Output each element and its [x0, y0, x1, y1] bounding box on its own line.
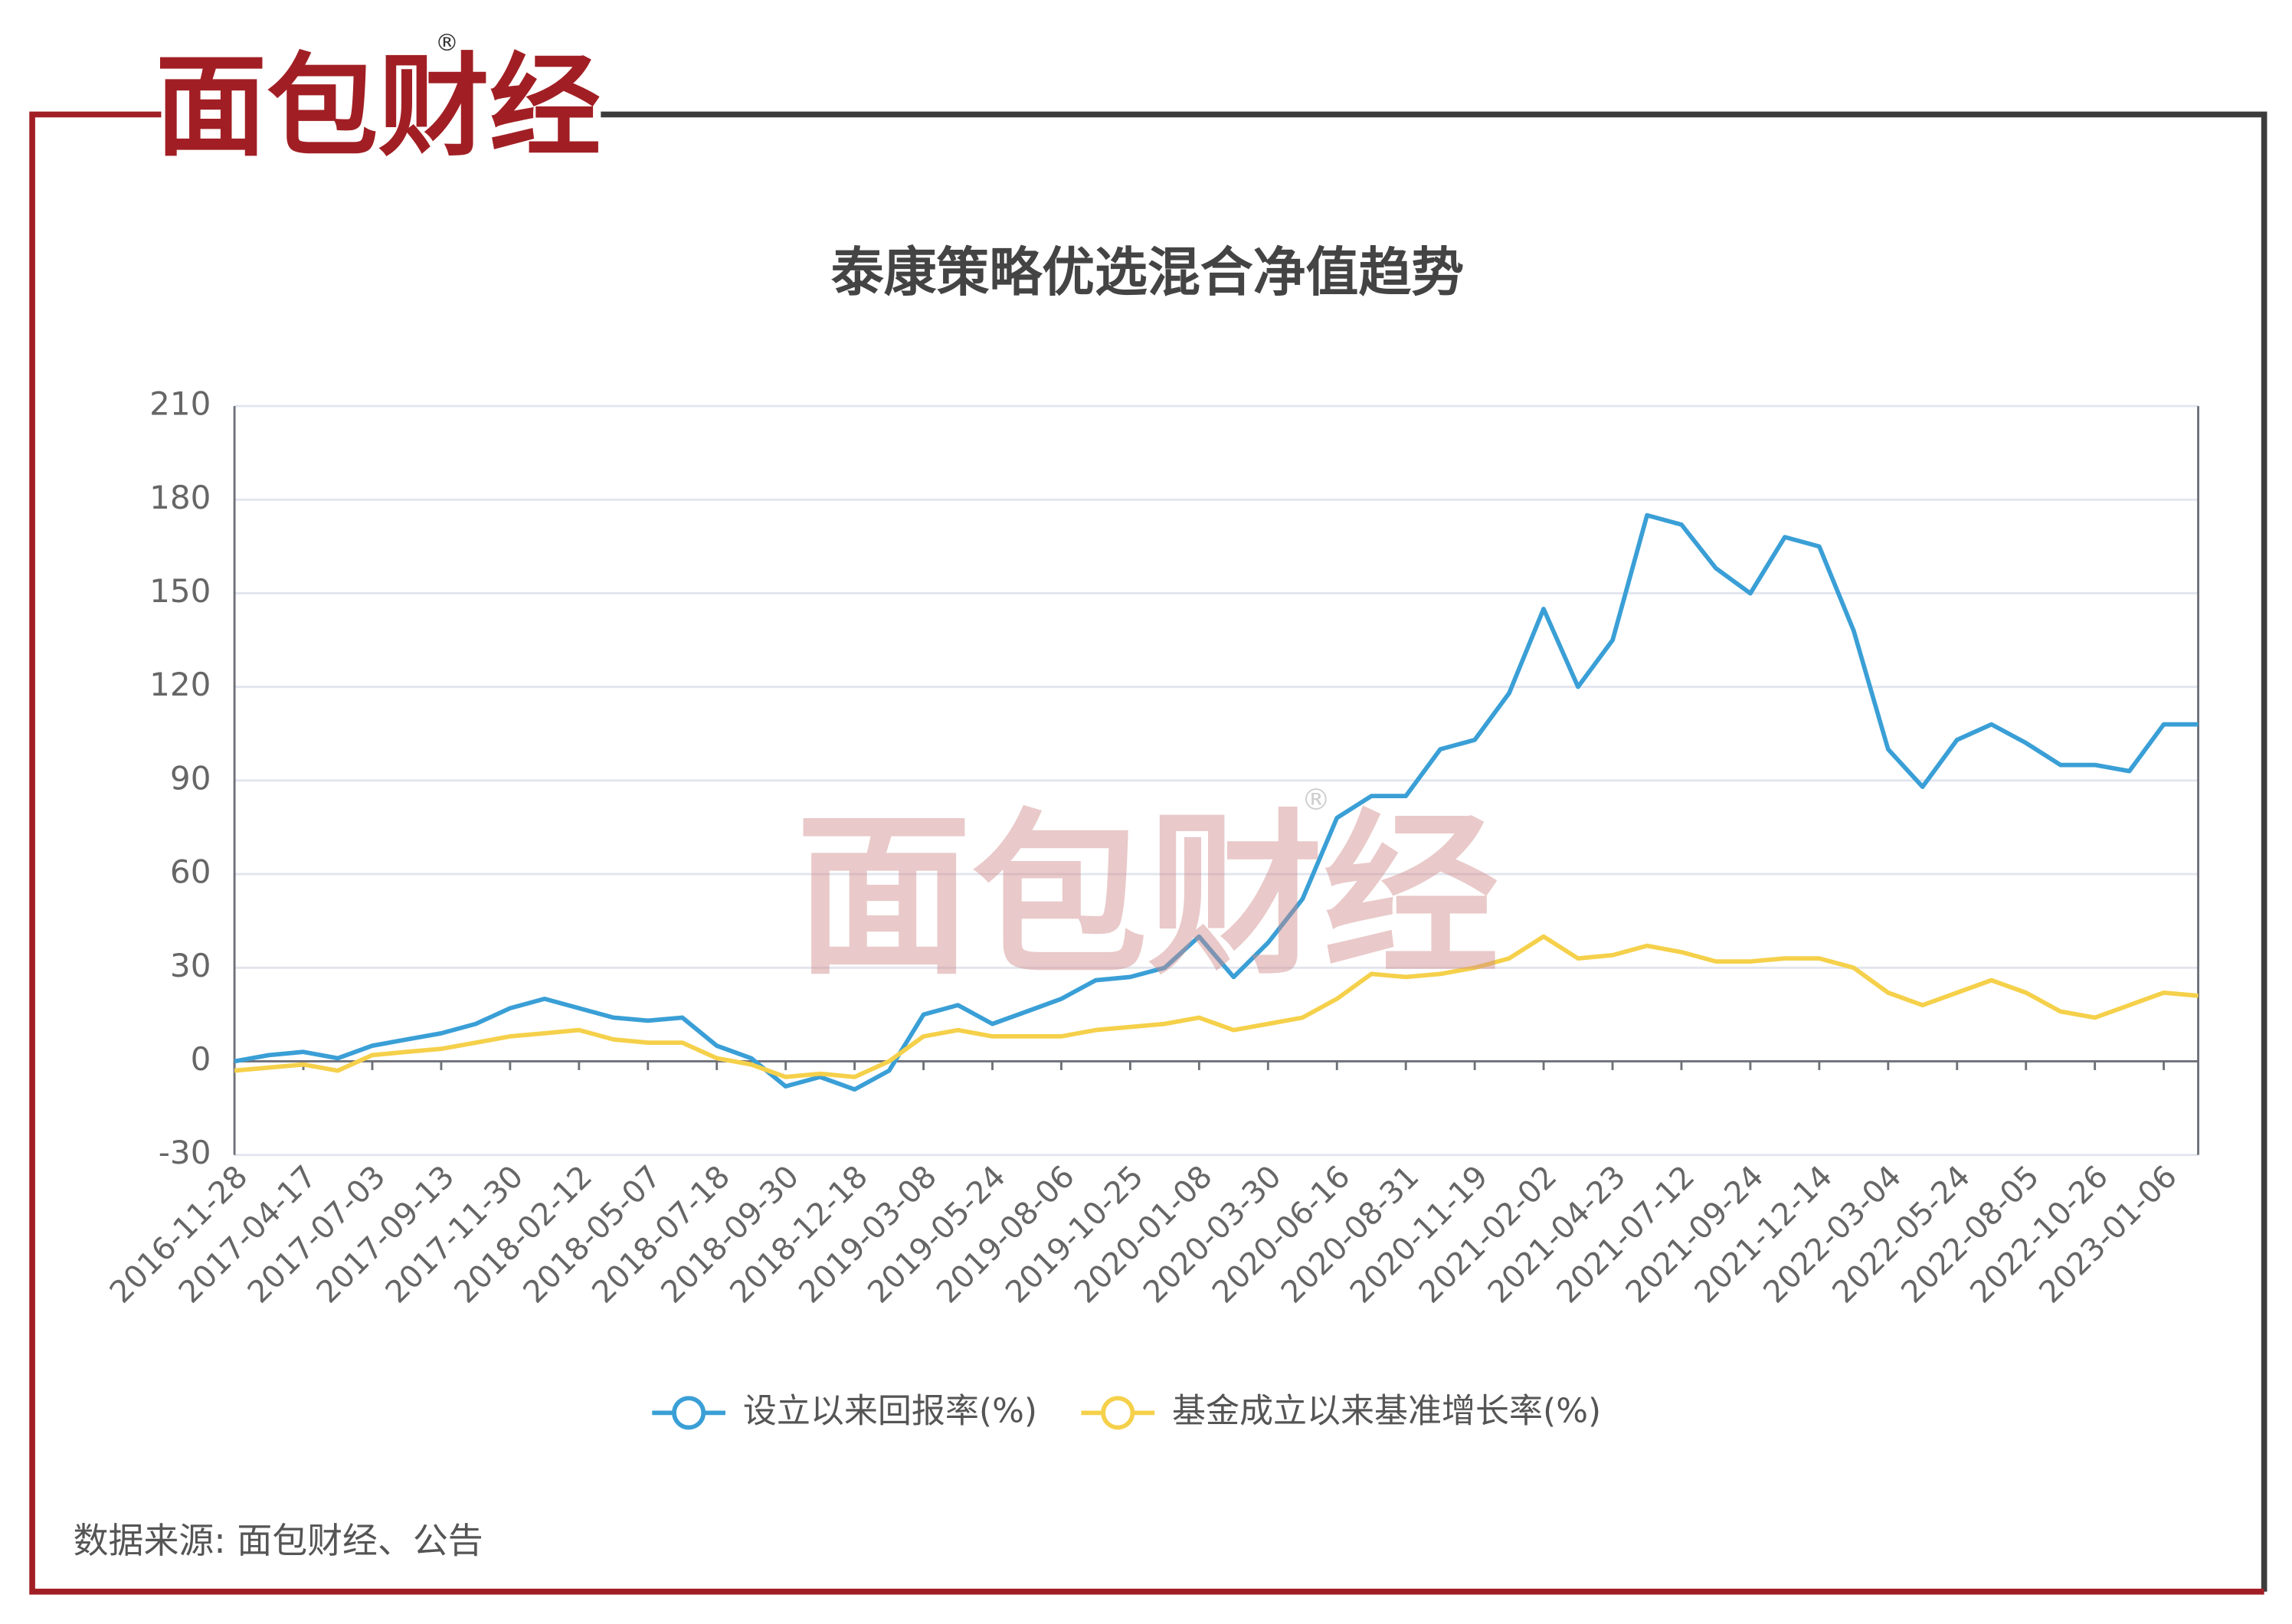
legend-marker: [672, 1396, 706, 1430]
legend-item: 设立以来回报率(%): [652, 1391, 1037, 1430]
series-line: [234, 512, 2199, 1092]
frame-top: [601, 111, 2267, 1592]
logo-mark: ®: [435, 30, 459, 57]
legend-label: 设立以来回报率(%): [743, 1391, 1037, 1430]
series-line: [234, 934, 2199, 1079]
y-tick-label: -30: [159, 1134, 211, 1171]
y-tick-label: 90: [170, 759, 211, 797]
frame-bottom: [29, 111, 2264, 1595]
y-tick-label: 120: [149, 666, 211, 703]
y-tick-label: 180: [149, 479, 211, 516]
watermark: 面包财经: [796, 794, 1499, 999]
legend-item: 基金成立以来基准增长率(%): [1081, 1391, 1601, 1430]
y-tick-label: 210: [149, 385, 211, 423]
logo: 面包财经: [156, 42, 601, 172]
watermark-mark: ®: [1302, 783, 1331, 817]
y-tick-label: 150: [149, 572, 211, 610]
legend-marker: [1101, 1396, 1135, 1430]
source-note: 数据来源: 面包财经、公告: [74, 1520, 483, 1561]
y-tick-label: 0: [191, 1040, 211, 1078]
legend-label: 基金成立以来基准增长率(%): [1172, 1391, 1601, 1430]
chart-title: 泰康策略优选混合净值趋势: [831, 242, 1464, 303]
y-tick-label: 30: [170, 947, 211, 984]
y-tick-label: 60: [170, 853, 211, 891]
